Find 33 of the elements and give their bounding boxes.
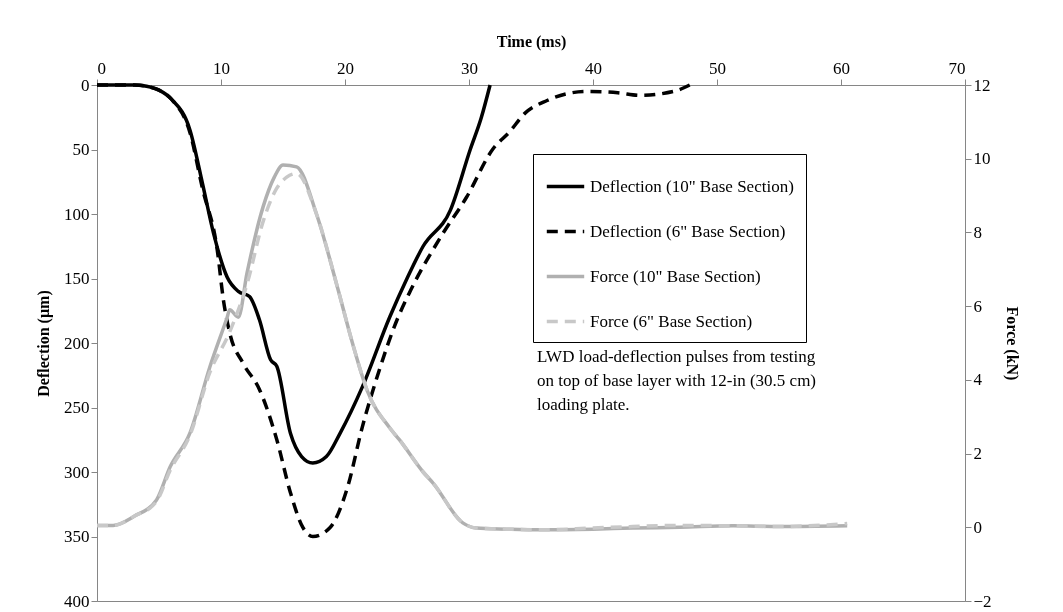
y-tick-label: 50 <box>72 140 90 159</box>
y2-tick-label: 2 <box>973 444 982 464</box>
y-tick-label: 300 <box>64 462 90 482</box>
y2-tick-label: 4 <box>973 370 983 390</box>
x-axis-title: Time (ms) <box>496 32 567 51</box>
y2-tick-label: 6 <box>973 296 982 316</box>
legend-label: Force (6" Base Section) <box>590 311 753 331</box>
x-tick-label: 40 <box>585 58 602 78</box>
y-tick-label: 250 <box>64 398 90 417</box>
y-tick-label: 0 <box>81 75 90 95</box>
x-tick-label: 10 <box>213 58 230 78</box>
y-tick-label: 100 <box>64 204 90 224</box>
y2-tick-label: −2 <box>973 591 992 611</box>
y2-axis-title: Force (kN) <box>1002 306 1021 381</box>
x-tick-label: 50 <box>709 58 726 78</box>
y2-tick-label: 8 <box>973 222 982 242</box>
x-tick-label: 30 <box>461 58 478 78</box>
y-tick-label: 400 <box>64 591 90 611</box>
y2-tick-label: 10 <box>973 149 991 169</box>
x-tick-label: 0 <box>97 58 106 78</box>
y-tick-label: 200 <box>64 333 90 353</box>
y-tick-label: 350 <box>64 527 90 546</box>
x-tick-label: 70 <box>948 58 966 78</box>
legend-label: Force (10" Base Section) <box>590 266 761 286</box>
y-tick-label: 150 <box>64 269 90 288</box>
y2-tick-label: 0 <box>973 517 982 537</box>
x-tick-label: 60 <box>833 58 850 78</box>
y2-tick-label: 12 <box>973 75 991 95</box>
legend-label: Deflection (6" Base Section) <box>590 221 786 241</box>
annotation: LWD load-deflection pulses from testing on top of base layer with 12-in (30.5 cm) loading plate. <box>537 347 817 414</box>
y-axis-title: Deflection (µm) <box>35 290 53 397</box>
x-tick-label: 20 <box>337 58 354 78</box>
legend-label: Deflection (10" Base Section) <box>590 176 794 196</box>
